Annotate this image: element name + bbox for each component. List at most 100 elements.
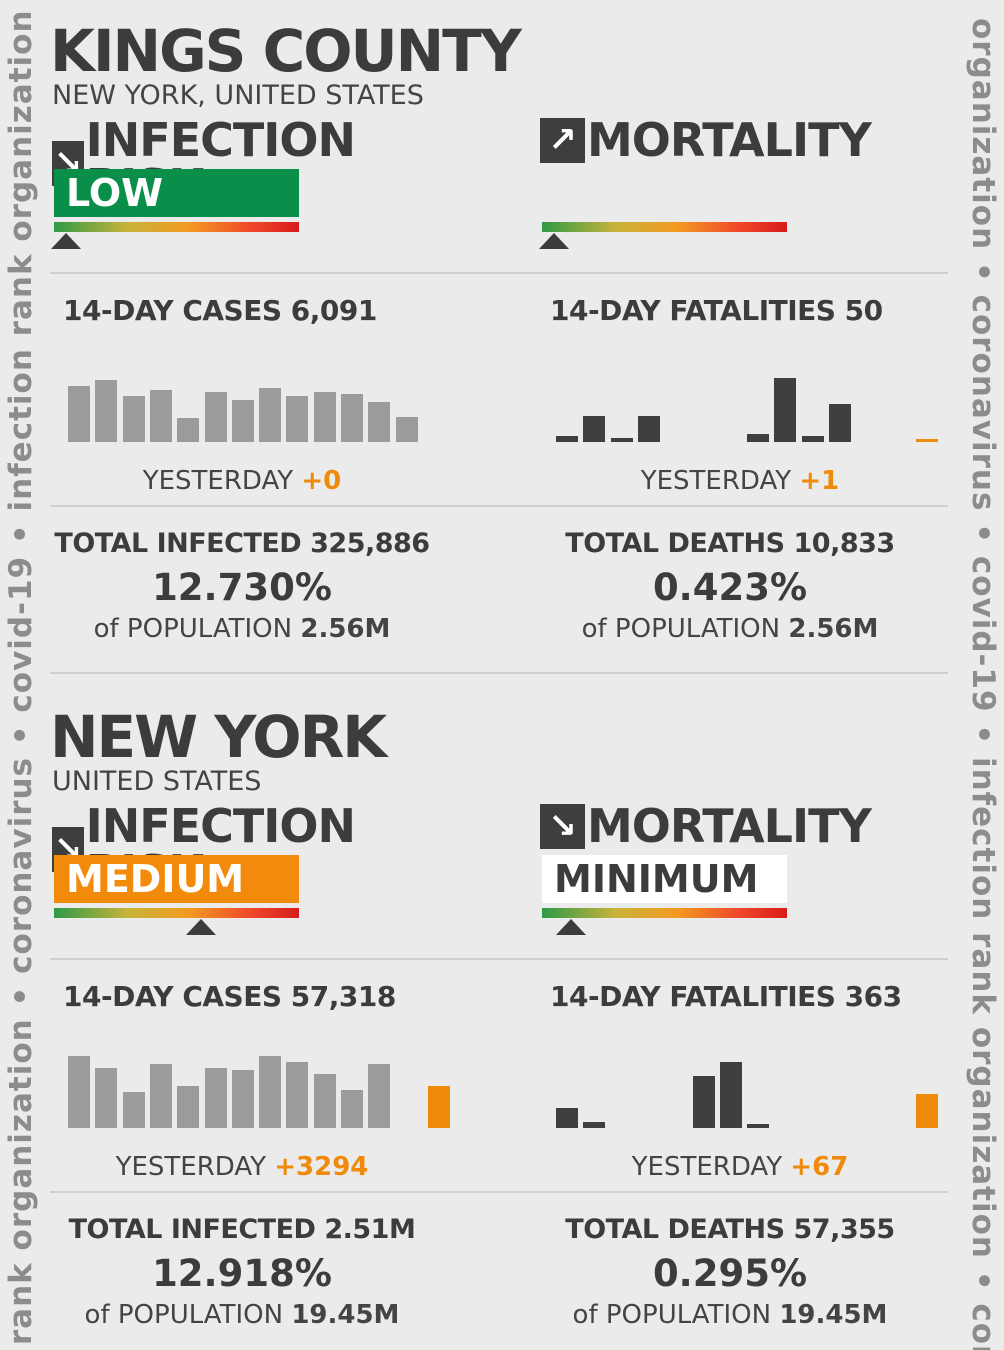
cases-bar (231, 400, 254, 442)
population-value: 19.45M (291, 1300, 400, 1330)
cases-bar (149, 390, 172, 442)
mortality-trend-icon: ↘ (540, 803, 585, 849)
divider (50, 505, 948, 507)
mortality-block: ↗ MORTALITY (539, 117, 872, 267)
fatalities-bar (583, 1121, 606, 1128)
infection-gauge-marker (51, 233, 82, 249)
left-side-text: n rank organization • coronavirus • covi… (3, 9, 39, 1350)
total-deaths-title: TOTAL DEATHS 57,355 (565, 1214, 895, 1245)
divider (50, 672, 948, 674)
fatalities-bar (556, 435, 578, 442)
infection-risk-block: ↘ INFECTION RISK MEDIUM (52, 803, 356, 953)
total-infected-title: TOTAL INFECTED 325,886 (54, 528, 430, 559)
cases-bar (204, 1068, 227, 1128)
fatalities-yesterday-label: YESTERDAY (640, 466, 792, 496)
cases-bar (177, 418, 200, 442)
cases-bar (149, 1064, 172, 1128)
fatalities-bar (692, 1076, 715, 1128)
fatalities-bar (747, 434, 770, 442)
cases-bar (259, 1056, 282, 1128)
fatalities-bar (556, 1108, 578, 1128)
total-infected-percent: 12.730% (152, 566, 332, 609)
mortality-label: MORTALITY (587, 113, 872, 167)
fatalities-bar (610, 438, 633, 442)
total-infected-block: TOTAL INFECTED 2.51M 12.918% of POPULATI… (52, 1216, 432, 1328)
fatalities-yesterday-value: +1 (799, 466, 840, 496)
total-deaths-percent: 0.295% (652, 1252, 808, 1295)
total-deaths-block: TOTAL DEATHS 57,355 0.295% of POPULATION… (540, 1216, 920, 1328)
cases-yesterday: YESTERDAY +3294 (52, 1154, 432, 1180)
cases-bar (395, 417, 418, 442)
cases-bar (286, 395, 309, 442)
cases-bar (313, 392, 336, 442)
divider (50, 958, 948, 960)
fatalities-yesterday-label: YESTERDAY (631, 1152, 783, 1182)
fatalities-latest-bar (916, 438, 938, 442)
infection-level-badge: LOW (54, 169, 299, 217)
mortality-block: ↘ MORTALITY MINIMUM (540, 803, 872, 953)
total-deaths-percent: 0.423% (652, 566, 808, 609)
right-side-banner: organization • coronavirus • covid-19 • … (964, 0, 1004, 1350)
total-infected-percent: 12.918% (152, 1252, 332, 1295)
cases-bar (122, 395, 145, 442)
cases-latest-bar (428, 1086, 450, 1128)
total-infected-title: TOTAL INFECTED 2.51M (68, 1214, 416, 1245)
population-label: of POPULATION (572, 1300, 772, 1330)
fatalities-title: 14-DAY FATALITIES 50 (550, 294, 883, 327)
region-title: KINGS COUNTY (50, 17, 522, 85)
region-subtitle: UNITED STATES (52, 766, 262, 797)
fatalities-yesterday-value: +67 (790, 1152, 849, 1182)
cases-bar (68, 1056, 90, 1128)
mortality-gauge-marker (556, 919, 587, 935)
left-side-banner: n rank organization • coronavirus • covi… (0, 0, 40, 1350)
deaths-population: of POPULATION 2.56M (540, 616, 920, 642)
cases-bar (259, 388, 282, 442)
cases-bar (68, 386, 90, 442)
divider (50, 1191, 948, 1193)
cases-bar (368, 1064, 391, 1128)
cases-bar (286, 1061, 309, 1128)
mortality-level-badge: MINIMUM (542, 855, 787, 903)
population-value: 19.45M (779, 1300, 888, 1330)
mortality-label: MORTALITY (587, 799, 872, 853)
mortality-gauge-marker (539, 233, 570, 249)
region-title: NEW YORK (50, 703, 387, 771)
fatalities-yesterday: YESTERDAY +1 (550, 468, 930, 494)
cases-bar (341, 1089, 363, 1128)
infection-risk-gauge (54, 222, 299, 232)
cases-bar (95, 380, 118, 442)
fatalities-bar-chart (556, 362, 946, 442)
population-label: of POPULATION (84, 1300, 284, 1330)
total-deaths-title: TOTAL DEATHS 10,833 (565, 528, 895, 559)
cases-bar (122, 1092, 145, 1128)
fatalities-title: 14-DAY FATALITIES 363 (550, 980, 902, 1013)
fatalities-bar-chart (556, 1048, 946, 1128)
population-label: of POPULATION (581, 614, 781, 644)
mortality-gauge (542, 222, 787, 232)
cases-bar-chart (68, 1048, 458, 1128)
cases-yesterday-value: +3294 (274, 1152, 369, 1182)
cases-title: 14-DAY CASES 57,318 (63, 980, 396, 1013)
infected-population: of POPULATION 19.45M (52, 1302, 432, 1328)
infection-gauge-marker (186, 919, 216, 935)
fatalities-yesterday: YESTERDAY +67 (550, 1154, 930, 1180)
mortality-trend-icon: ↗ (540, 117, 585, 163)
fatalities-bar (637, 415, 660, 442)
fatalities-bar (747, 1124, 770, 1128)
population-label: of POPULATION (93, 614, 293, 644)
fatalities-bar (583, 415, 606, 442)
population-value: 2.56M (788, 614, 879, 644)
fatalities-latest-bar (916, 1094, 938, 1128)
fatalities-bar (829, 404, 851, 442)
infected-population: of POPULATION 2.56M (52, 616, 432, 642)
fatalities-bar (774, 378, 797, 442)
infection-risk-block: ↘ INFECTION RISK LOW (51, 117, 356, 267)
cases-bar (368, 402, 391, 442)
cases-yesterday-label: YESTERDAY (115, 1152, 266, 1182)
mortality-gauge (542, 908, 787, 918)
cases-yesterday-value: +0 (301, 466, 342, 496)
cases-bar-chart (68, 362, 458, 442)
region-subtitle: NEW YORK, UNITED STATES (52, 80, 424, 111)
cases-bar (177, 1085, 200, 1128)
cases-bar (341, 394, 363, 442)
